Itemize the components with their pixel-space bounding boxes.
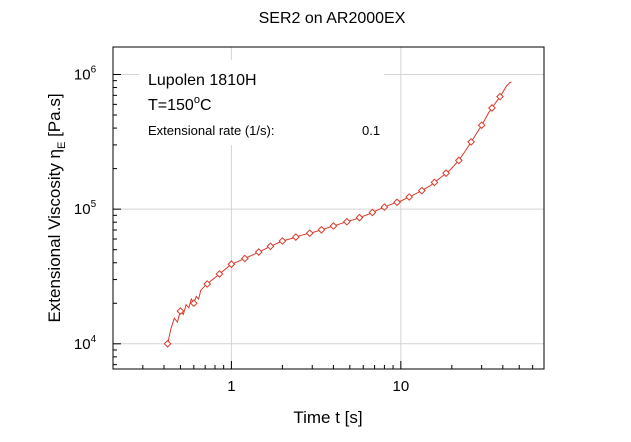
data-point-marker [189,299,198,308]
data-point-marker [215,270,224,278]
data-point-marker [488,104,496,112]
y-tick-label: 104 [74,334,97,353]
temperature-label: T=150oC [148,94,212,114]
data-point-marker [380,203,389,212]
y-axis-label: Extensional Viscosity ηE [Pa.s] [45,93,68,322]
data-point-marker [227,260,236,269]
rate-label: Extensional rate (1/s): [148,123,274,138]
y-tick-label: 105 [74,199,97,218]
plot-area-frame [112,46,545,370]
data-point-marker [342,217,351,226]
data-point-marker [278,237,287,245]
data-point-marker [430,178,439,187]
data-point-marker [355,213,364,222]
x-tick-label: 1 [227,378,235,395]
data-point-marker [393,198,401,207]
data-point-marker [405,193,414,201]
data-point-marker [317,225,326,234]
data-series [163,81,512,348]
data-point-marker [291,233,300,241]
data-point-marker [163,339,172,348]
data-point-marker [240,254,249,263]
data-point-marker [368,208,377,217]
data-point-marker [454,156,463,165]
data-point-marker [254,248,263,256]
x-axis-label: Time t [s] [293,408,362,427]
y-tick-label: 106 [74,64,97,83]
data-point-marker [417,186,426,195]
data-point-marker [329,222,338,230]
axis-tick-labels: 1 10 104 105 106 [74,64,409,395]
data-point-marker [203,280,212,288]
x-tick-label: 10 [392,378,409,395]
material-label: Lupolen 1810H [148,72,257,89]
data-point-marker [496,92,504,101]
data-point-marker [467,137,476,146]
annotation-box [139,60,384,145]
data-point-marker [266,242,275,251]
data-point-marker [305,229,314,238]
data-point-marker [176,307,185,315]
data-point-marker [442,169,450,178]
data-point-marker [477,121,486,130]
axis-ticks [112,73,545,369]
chart-title: SER2 on AR2000EX [259,10,406,27]
rate-value: 0.1 [362,123,380,138]
